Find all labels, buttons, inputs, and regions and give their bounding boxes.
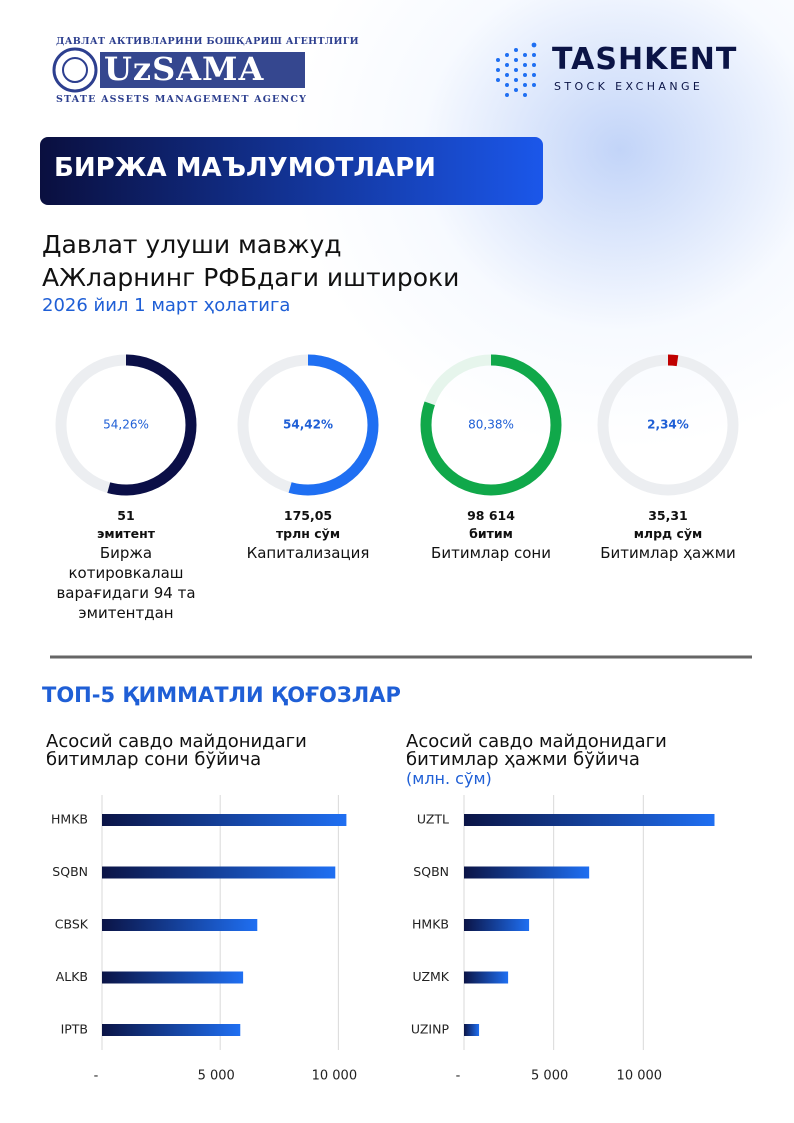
chart-subtitle: (млн. сўм)	[406, 769, 492, 788]
exchange-dots	[496, 42, 537, 97]
bar	[464, 1024, 480, 1036]
stat-unit: млрд сўм	[633, 526, 703, 541]
stat-value: 35,31	[648, 508, 688, 523]
heading-date: 2026 йил 1 март ҳолатига	[42, 295, 291, 316]
stat-caption: Биржа котировкалаш варағидаги 94 та эмит…	[56, 544, 196, 622]
logo-box	[100, 52, 305, 88]
donut-label: 2,34%	[647, 418, 689, 432]
donut-arc	[597, 354, 739, 496]
stat-value: 51	[117, 508, 135, 523]
banner-title: БИРЖА МАЪЛУМОТЛАРИ	[54, 153, 436, 183]
heading-line: АЖларнинг РФБдаги иштироки	[42, 263, 460, 292]
donut-arc	[420, 354, 562, 496]
bar	[102, 814, 347, 826]
stat-unit: эмитент	[97, 526, 155, 541]
stat-caption: Битимлар сони	[431, 544, 551, 562]
chart-title: Асосий савдо майдонидаги битимлар сони б…	[46, 731, 307, 770]
y-tick-label: HMKB	[412, 917, 449, 932]
donut-arc	[55, 354, 197, 496]
donut-label: 80,38%	[468, 418, 514, 432]
y-tick-label: UZMK	[413, 969, 450, 984]
bar	[102, 919, 258, 931]
agency-bottom: STATE ASSETS MANAGEMENT AGENCY	[56, 94, 308, 105]
x-tick-label: 5 000	[198, 1069, 235, 1084]
stat-value: 98 614	[467, 508, 515, 523]
bar	[464, 814, 715, 826]
stat-caption: Капитализация	[246, 544, 370, 562]
chart-title: Асосий савдо майдонидаги битимлар ҳажми …	[406, 731, 667, 770]
y-tick-label: IPTB	[61, 1022, 88, 1037]
bar	[464, 919, 530, 931]
x-tick-label: 10 000	[312, 1069, 358, 1084]
agency-top: ДАВЛАТ АКТИВЛАРИНИ БОШҚАРИШ АГЕНТЛИГИ	[56, 36, 359, 47]
stat-unit: битим	[469, 526, 513, 541]
donut-label: 54,42%	[283, 418, 333, 432]
bar	[464, 866, 590, 879]
donut-arc	[237, 354, 379, 496]
x-tick-label: 5 000	[531, 1069, 568, 1084]
y-tick-label: CBSK	[55, 917, 89, 932]
bar	[464, 971, 509, 984]
stat-caption: Битимлар ҳажми	[600, 544, 736, 562]
emblem	[52, 47, 98, 93]
emblem-inner	[62, 57, 88, 83]
x-tick-label: -	[456, 1069, 461, 1084]
banner	[40, 137, 543, 205]
y-tick-label: UZTL	[417, 812, 449, 827]
y-tick-label: SQBN	[52, 864, 88, 879]
x-tick-label: 10 000	[617, 1069, 663, 1084]
y-tick-label: ALKB	[56, 969, 88, 984]
heading-line: Давлат улуши мавжуд	[42, 230, 342, 259]
bar	[102, 1024, 241, 1036]
stat-unit: трлн сўм	[275, 526, 341, 541]
exchange-name: TASHKENT	[552, 42, 738, 77]
x-tick-label: -	[94, 1069, 99, 1084]
y-tick-label: UZINP	[411, 1022, 450, 1037]
bar	[102, 866, 336, 879]
y-tick-label: SQBN	[413, 864, 449, 879]
donut-label: 54,26%	[103, 418, 149, 432]
exchange-sub: STOCK EXCHANGE	[554, 80, 704, 93]
stat-value: 175,05	[283, 508, 333, 523]
bar	[102, 971, 244, 984]
y-tick-label: HMKB	[51, 812, 88, 827]
section-title: ТОП-5 ҚИММАТЛИ ҚОҒОЗЛАР	[42, 683, 401, 707]
agency-logo: UzSAMA	[104, 50, 265, 88]
